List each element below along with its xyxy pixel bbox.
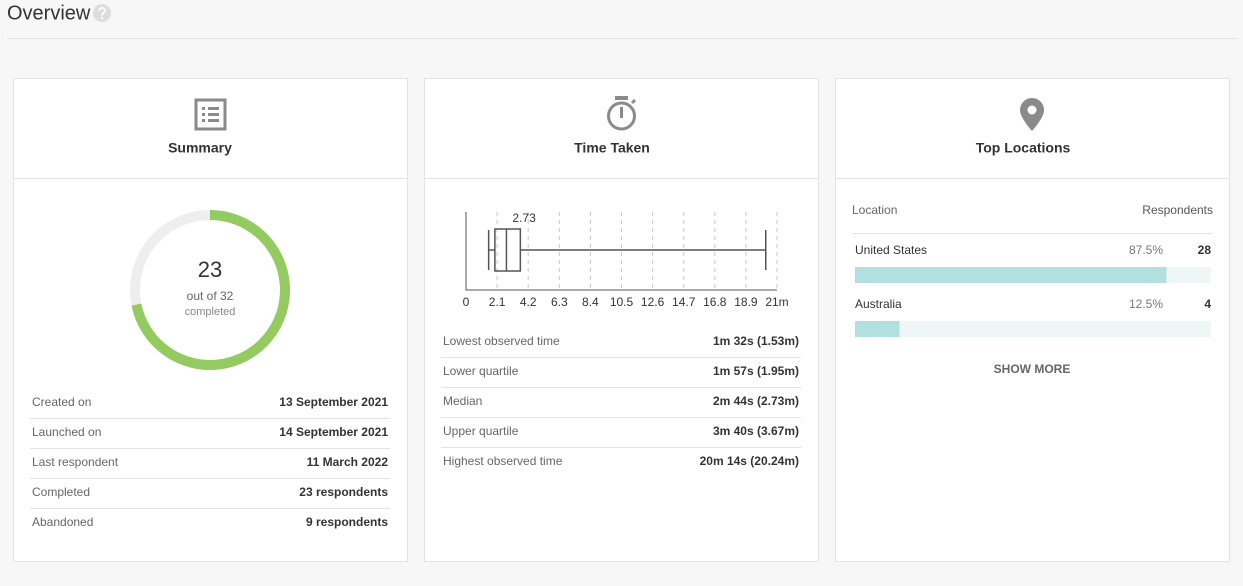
row-value: 9 respondents — [306, 515, 388, 529]
row-label: Created on — [32, 395, 91, 409]
x-tick-label: 21m — [765, 295, 788, 309]
stopwatch-icon — [607, 96, 637, 131]
donut-total: out of 32 — [187, 289, 234, 303]
list-icon — [194, 98, 227, 131]
donut-value: 23 — [198, 257, 222, 282]
locations-card — [835, 78, 1230, 562]
donut-arc — [131, 210, 290, 370]
x-tick-label: 0 — [463, 295, 470, 309]
median-label: 2.73 — [512, 211, 536, 225]
x-tick-label: 10.5 — [610, 295, 634, 309]
card-title: Time Taken — [574, 140, 650, 156]
row-label: Completed — [32, 485, 90, 499]
row-value: 1m 32s (1.53m) — [713, 334, 799, 348]
location-count: 4 — [1204, 297, 1211, 311]
location-count: 28 — [1198, 243, 1212, 257]
row-label: Upper quartile — [443, 424, 519, 438]
x-tick-label: 4.2 — [520, 295, 537, 309]
row-value: 13 September 2021 — [279, 395, 388, 409]
x-tick-label: 12.6 — [641, 295, 665, 309]
show-more-button[interactable]: SHOW MORE — [994, 362, 1071, 376]
location-percent: 87.5% — [1129, 243, 1163, 257]
row-value: 2m 44s (2.73m) — [713, 394, 799, 408]
row-value: 11 March 2022 — [307, 455, 389, 469]
row-label: Highest observed time — [443, 454, 563, 468]
x-tick-label: 18.9 — [734, 295, 758, 309]
column-header: Location — [852, 203, 897, 217]
donut-caption: completed — [185, 306, 236, 318]
row-label: Median — [443, 394, 482, 408]
card-title: Top Locations — [976, 140, 1071, 156]
x-tick-label: 6.3 — [551, 295, 568, 309]
row-value: 23 respondents — [299, 485, 388, 499]
row-value: 1m 57s (1.95m) — [713, 364, 799, 378]
row-label: Lowest observed time — [443, 334, 560, 348]
x-tick-label: 2.1 — [489, 295, 506, 309]
row-value: 14 September 2021 — [279, 425, 388, 439]
row-label: Last respondent — [32, 455, 119, 469]
location-percent: 12.5% — [1129, 297, 1163, 311]
x-tick-label: 8.4 — [582, 295, 599, 309]
page-title: Overview — [7, 2, 91, 24]
card-title: Summary — [168, 140, 232, 156]
bar — [855, 267, 1167, 283]
location-icon — [1020, 98, 1044, 131]
time-card — [424, 78, 819, 562]
row-label: Abandoned — [32, 515, 93, 529]
help-icon[interactable] — [93, 4, 111, 22]
row-label: Launched on — [32, 425, 101, 439]
bar-track — [855, 321, 1211, 337]
location-name: Australia — [855, 297, 902, 311]
row-value: 20m 14s (20.24m) — [700, 454, 799, 468]
bar — [855, 321, 900, 337]
row-label: Lower quartile — [443, 364, 519, 378]
x-tick-label: 14.7 — [672, 295, 696, 309]
row-value: 3m 40s (3.67m) — [713, 424, 799, 438]
summary-card — [13, 78, 408, 562]
location-name: United States — [855, 243, 927, 257]
column-header: Respondents — [1142, 203, 1213, 217]
x-tick-label: 16.8 — [703, 295, 727, 309]
